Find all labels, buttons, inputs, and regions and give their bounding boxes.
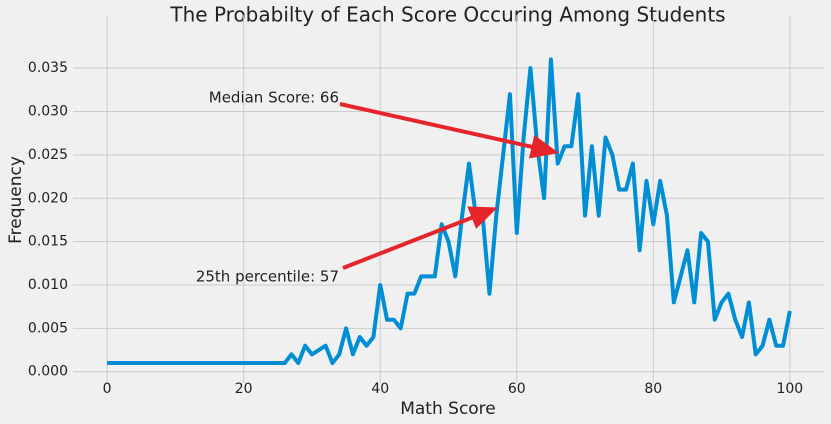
y-tick-label: 0.000 — [28, 364, 68, 380]
arrow — [342, 206, 498, 270]
y-tick-label: 0.010 — [28, 277, 68, 293]
annotation: Median Score: 66 — [209, 89, 339, 107]
data-line — [107, 57, 792, 366]
arrow — [339, 102, 559, 159]
x-tick-label: 40 — [371, 381, 389, 397]
y-tick-label: 0.030 — [28, 104, 68, 120]
x-tick-label: 100 — [776, 381, 803, 397]
annotation: 25th percentile: 57 — [196, 268, 339, 286]
x-tick-label: 60 — [508, 381, 526, 397]
x-tick-label: 0 — [103, 381, 112, 397]
y-tick-label: 0.035 — [28, 60, 68, 76]
y-tick-label: 0.020 — [28, 190, 68, 206]
y-tick-label: 0.015 — [28, 234, 68, 250]
x-tick-label: 20 — [235, 381, 253, 397]
x-axis-label: Math Score — [400, 399, 496, 419]
x-tick-label: 80 — [644, 381, 662, 397]
y-axis-label: Frequency — [6, 156, 26, 244]
plot-area: 0.000 0.005 0.010 0.015 0.020 0.025 0.030 0.035… — [28, 15, 824, 397]
chart-title: The Probabilty of Each Score Occuring Am… — [169, 3, 725, 27]
y-tick-label: 0.005 — [28, 320, 68, 336]
y-tick-label: 0.025 — [28, 147, 68, 163]
